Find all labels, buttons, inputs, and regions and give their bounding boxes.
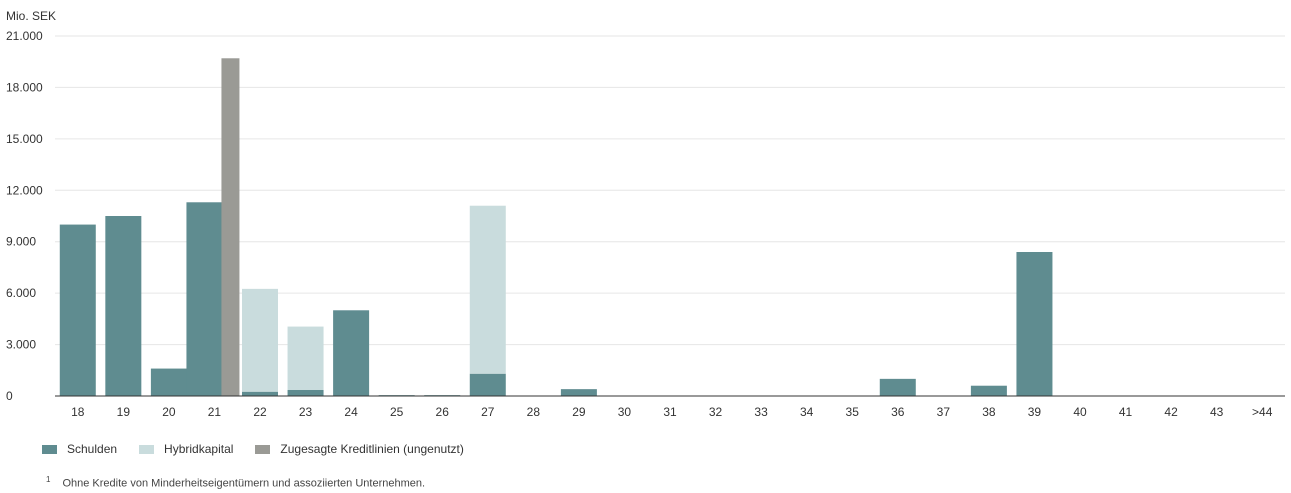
bar-hybridkapital (287, 326, 324, 390)
legend-item-schulden: Schulden (42, 442, 117, 456)
footnote-text: Ohne Kredite von Minderheitseigentümern … (62, 477, 426, 490)
legend-swatch-hybridkapital (139, 444, 155, 454)
bar-schulden (186, 202, 223, 396)
x-tick-label: 26 (436, 405, 450, 419)
y-tick-label: 12.000 (6, 183, 43, 197)
bar-hybridkapital (242, 288, 278, 392)
x-tick-label: 31 (663, 405, 677, 419)
bar-schulden (59, 224, 96, 396)
y-tick-label: 18.000 (6, 80, 43, 94)
x-tick-label: 32 (709, 405, 723, 419)
bar-schulden (287, 390, 324, 396)
bar-hybridkapital (469, 205, 506, 374)
y-tick-labels: 0 3.000 6.000 9.000 12.000 15.000 18.000 21.000 (6, 29, 43, 403)
legend-label-hybridkapital: Hybridkapital (164, 442, 234, 456)
legend-item-hybridkapital: Hybridkapital (139, 442, 233, 456)
legend-swatch-schulden (42, 444, 57, 454)
x-tick-label: 22 (253, 405, 267, 419)
bar-schulden (150, 368, 187, 396)
x-tick-label: 37 (937, 405, 951, 419)
x-tick-label: 21 (208, 405, 222, 419)
x-tick-label: 23 (299, 405, 313, 419)
legend: Schulden Hybridkapital Zugesagte Kreditl… (42, 442, 486, 456)
bars (59, 58, 1053, 397)
bar-schulden (879, 378, 916, 396)
footnote-marker: 1 (46, 475, 51, 484)
y-tick-label: 3.000 (6, 338, 36, 352)
x-tick-label: 20 (162, 405, 176, 419)
x-tick-label: 40 (1073, 405, 1087, 419)
x-tick-label: 27 (481, 405, 495, 419)
x-tick-label: 36 (891, 405, 905, 419)
legend-item-kreditlinien: Zugesagte Kreditlinien (ungenutzt) (255, 442, 464, 456)
x-tick-label: 35 (846, 405, 860, 419)
x-tick-label: 29 (572, 405, 586, 419)
x-tick-label: 18 (71, 405, 85, 419)
x-tick-label: 39 (1028, 405, 1042, 419)
legend-swatch-kreditlinien (255, 444, 271, 454)
x-tick-label: 43 (1210, 405, 1224, 419)
x-tick-label: 38 (982, 405, 996, 419)
x-tick-label: 28 (527, 405, 541, 419)
x-tick-label: 25 (390, 405, 404, 419)
x-tick-label: 30 (618, 405, 632, 419)
y-tick-label: 9.000 (6, 235, 36, 249)
bar-schulden (242, 391, 278, 396)
x-tick-label: 24 (344, 405, 358, 419)
bar-schulden (1016, 252, 1053, 396)
y-tick-label: 21.000 (6, 29, 43, 43)
x-tick-label: 34 (800, 405, 814, 419)
x-tick-labels: 18 19 20 21 22 23 24 25 26 27 28 29 30 31 32 33 34 35 36 37… (71, 405, 1273, 419)
legend-label-kreditlinien: Zugesagte Kreditlinien (ungenutzt) (280, 442, 464, 456)
x-tick-label: 33 (754, 405, 768, 419)
x-tick-label: 41 (1119, 405, 1133, 419)
legend-label-schulden: Schulden (67, 442, 118, 456)
bar-schulden (105, 216, 142, 396)
bar-schulden (333, 310, 370, 396)
x-tick-label: 19 (117, 405, 131, 419)
footnote: 1 Ohne Kredite von Minderheitseigentümern… (46, 475, 425, 490)
bar-schulden (970, 385, 1007, 396)
bar-kreditlinien (221, 58, 240, 397)
x-tick-label: 42 (1164, 405, 1178, 419)
y-tick-label: 0 (6, 389, 13, 403)
x-tick-label: >44 (1252, 405, 1273, 419)
bar-schulden (469, 373, 506, 396)
y-tick-label: 6.000 (6, 286, 36, 300)
y-axis-label: Mio. SEK (6, 9, 56, 23)
gridlines (55, 35, 1285, 346)
bar-schulden (560, 389, 597, 396)
y-tick-label: 15.000 (6, 132, 43, 146)
chart-svg: Mio. SEK 0 3.000 6.000 9.000 12.000 15.000 18.… (6, 9, 1285, 419)
